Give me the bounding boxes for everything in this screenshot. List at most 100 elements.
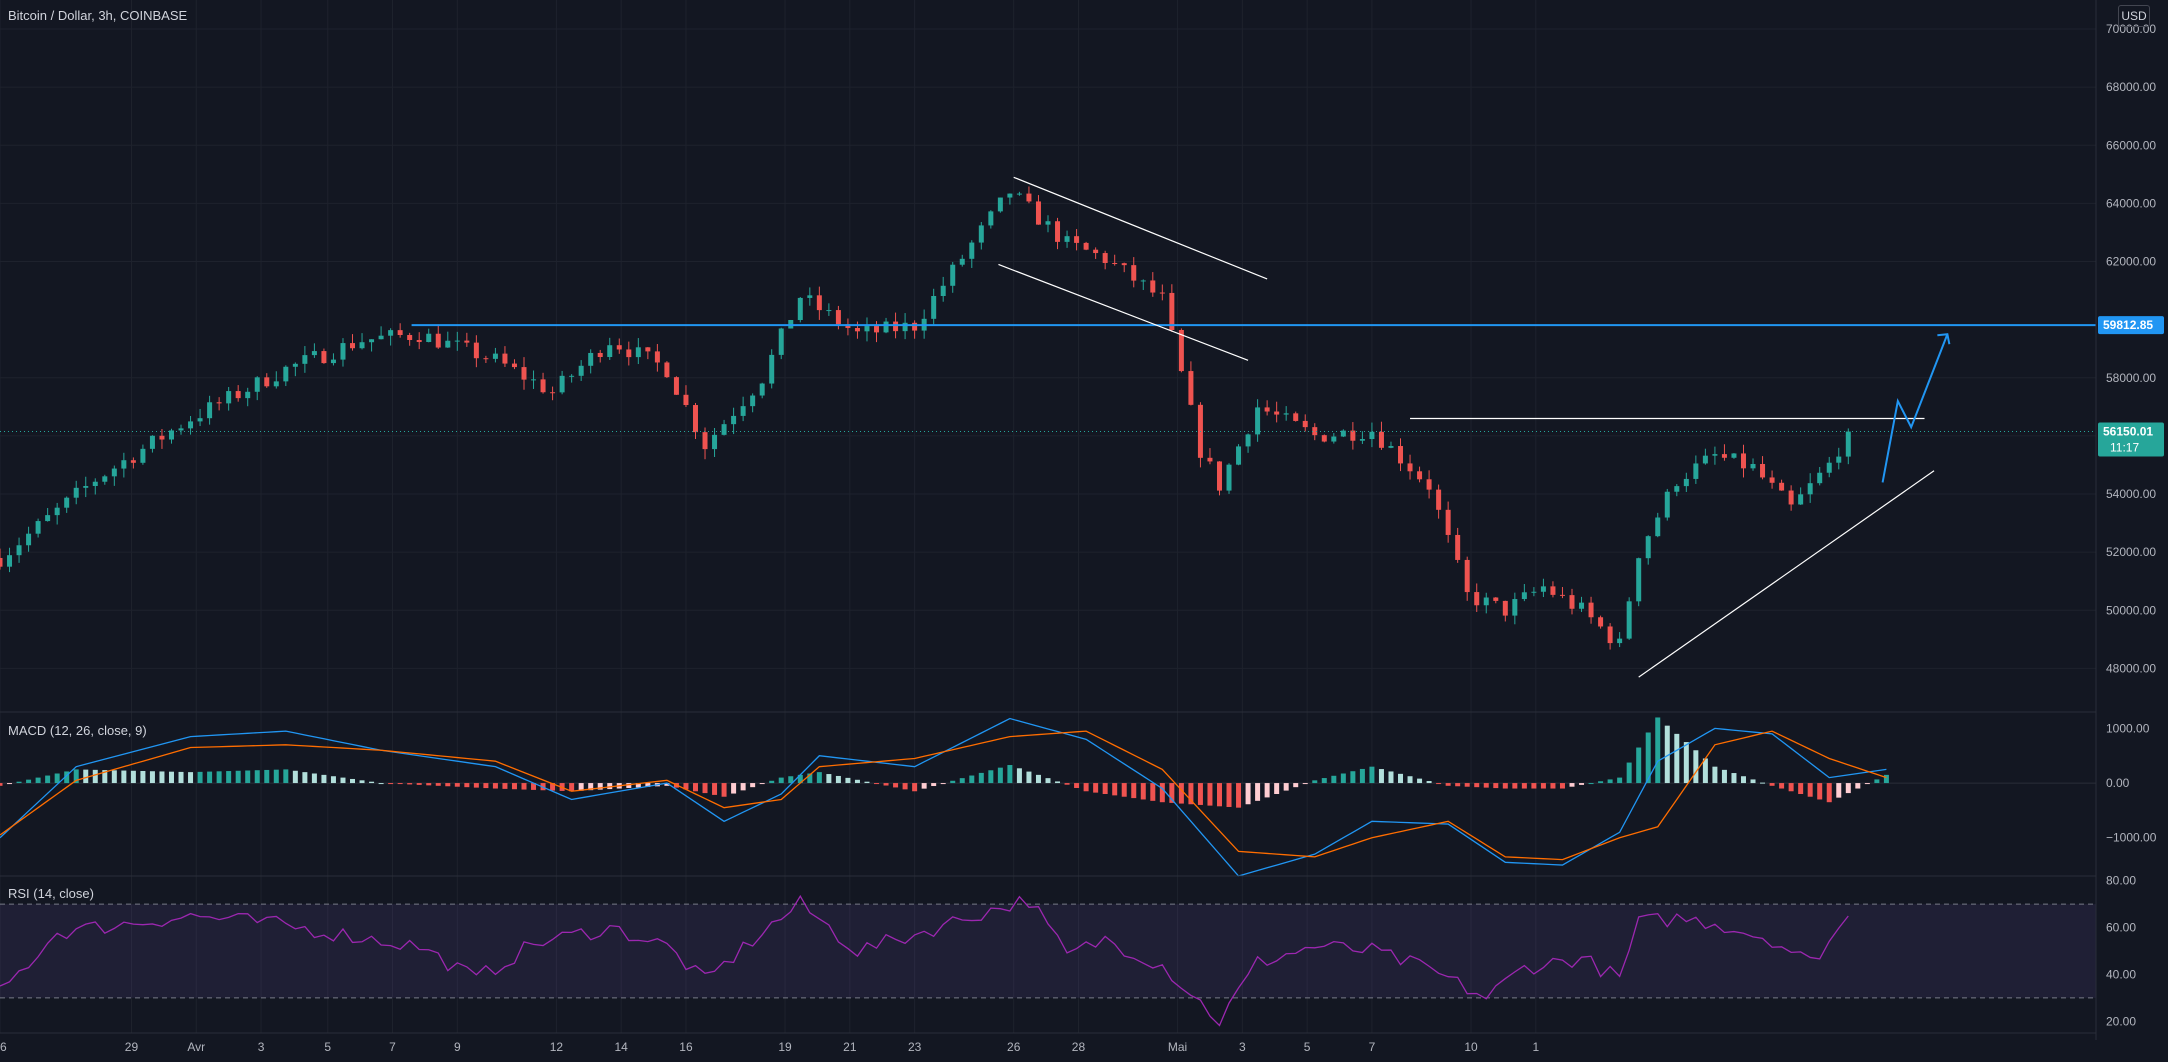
candle-body-9 xyxy=(83,486,89,488)
macd-histogram-bar-149 xyxy=(1417,778,1423,784)
macd-histogram-bar-41 xyxy=(388,783,394,785)
macd-histogram-bar-132 xyxy=(1255,783,1261,801)
candle-body-24 xyxy=(226,391,232,404)
trendline-3[interactable] xyxy=(1638,470,1935,678)
candle-body-183 xyxy=(1740,453,1746,469)
macd-histogram-bar-94 xyxy=(893,783,899,788)
macd-histogram-bar-42 xyxy=(397,783,403,785)
candle-body-51 xyxy=(483,358,489,360)
macd-histogram-bar-140 xyxy=(1331,775,1337,784)
candle-body-101 xyxy=(959,258,965,265)
candle-body-160 xyxy=(1521,592,1527,600)
candle-body-114 xyxy=(1083,242,1089,250)
candle-body-116 xyxy=(1102,253,1108,263)
candle-body-67 xyxy=(635,347,641,358)
macd-histogram-bar-115 xyxy=(1093,783,1099,793)
candle-body-12 xyxy=(111,468,117,477)
candle-countdown-text: 11:17 xyxy=(2110,441,2139,455)
candle-body-74 xyxy=(702,432,708,450)
macd-histogram-bar-14 xyxy=(130,770,136,784)
macd-histogram-bar-157 xyxy=(1493,783,1499,789)
macd-histogram-bar-133 xyxy=(1264,783,1270,798)
macd-histogram-bar-163 xyxy=(1550,783,1556,789)
macd-histogram-bar-146 xyxy=(1388,771,1394,784)
candle-body-113 xyxy=(1074,236,1080,243)
candle-body-147 xyxy=(1398,446,1404,464)
candle-body-28 xyxy=(264,377,270,387)
price-tick-4: 62000.00 xyxy=(2106,255,2156,269)
macd-histogram-bar-89 xyxy=(845,777,851,784)
time-tick-10: 19 xyxy=(778,1040,792,1054)
macd-histogram-bar-111 xyxy=(1055,781,1061,784)
candle-body-137 xyxy=(1302,420,1308,428)
macd-histogram-bar-119 xyxy=(1131,783,1137,799)
macd-histogram-bar-86 xyxy=(816,772,822,784)
macd-histogram-bar-175 xyxy=(1664,725,1670,784)
macd-histogram-bar-129 xyxy=(1226,783,1232,807)
macd-histogram-bar-60 xyxy=(569,783,575,792)
macd-histogram-bar-176 xyxy=(1674,733,1680,784)
time-axis[interactable]: 26 29 Avr 3 5 7 9 12 14 16 19 21 23 26 28 Mai 3 5 7 10 1 xyxy=(0,1040,1539,1054)
macd-histogram-bar-25 xyxy=(235,770,241,784)
currency-button[interactable]: USD xyxy=(2118,5,2150,27)
macd-histogram-bar-4 xyxy=(35,777,41,784)
time-tick-12: 23 xyxy=(908,1040,922,1054)
candle-body-166 xyxy=(1579,602,1585,609)
candle-body-43 xyxy=(407,335,413,341)
macd-histogram-bar-156 xyxy=(1483,783,1489,788)
candle-body-141 xyxy=(1340,430,1346,437)
macd-histogram-bar-109 xyxy=(1035,774,1041,784)
candle-body-153 xyxy=(1455,534,1461,560)
macd-histogram-bar-134 xyxy=(1274,783,1280,794)
rsi-title[interactable]: RSI (14, close) xyxy=(8,886,94,901)
macd-histogram-bar-43 xyxy=(407,783,413,785)
time-tick-14: 28 xyxy=(1072,1040,1086,1054)
rsi-tick-3: 20.00 xyxy=(2106,1014,2136,1028)
macd-histogram-bar-90 xyxy=(854,779,860,784)
candle-body-190 xyxy=(1807,483,1813,495)
candle-body-189 xyxy=(1798,494,1804,505)
macd-histogram-bar-73 xyxy=(692,783,698,792)
candle-body-193 xyxy=(1836,456,1842,463)
symbol-title[interactable]: Bitcoin / Dollar, 3h, COINBASE xyxy=(8,8,188,23)
candle-body-13 xyxy=(121,460,127,469)
candle-body-61 xyxy=(578,365,584,376)
candle-body-16 xyxy=(149,435,155,449)
candle-body-194 xyxy=(1845,431,1851,457)
price-tick-3: 64000.00 xyxy=(2106,196,2156,210)
macd-title[interactable]: MACD (12, 26, close, 9) xyxy=(8,723,147,738)
macd-histogram-bar-178 xyxy=(1693,750,1699,784)
price-tick-9: 50000.00 xyxy=(2106,603,2156,617)
candle-body-85 xyxy=(807,295,813,298)
macd-histogram-bar-151 xyxy=(1436,783,1442,785)
macd-histogram-bar-6 xyxy=(54,773,60,784)
macd-histogram-bar-193 xyxy=(1836,783,1842,798)
macd-histogram-bar-32 xyxy=(302,772,308,784)
macd-histogram-bar-21 xyxy=(197,771,203,784)
trendline-0[interactable] xyxy=(1013,176,1268,280)
candle-body-86 xyxy=(816,295,822,311)
candle-body-98 xyxy=(931,296,937,319)
macd-histogram-bar-139 xyxy=(1321,778,1327,784)
time-tick-20: 1 xyxy=(1532,1040,1539,1054)
macd-histogram-bar-177 xyxy=(1683,742,1689,784)
candle-body-0 xyxy=(0,557,3,567)
macd-histogram-bar-84 xyxy=(797,774,803,784)
projection-path[interactable] xyxy=(1881,333,1949,483)
candle-body-64 xyxy=(607,345,613,357)
candle-body-130 xyxy=(1236,446,1242,465)
candle-body-30 xyxy=(283,366,289,382)
macd-histogram-bar-180 xyxy=(1712,766,1718,784)
macd-histogram-bar-148 xyxy=(1407,776,1413,784)
macd-histogram-bar-131 xyxy=(1245,783,1251,805)
candle-body-135 xyxy=(1283,413,1289,415)
trendline-1[interactable] xyxy=(998,263,1249,361)
candle-body-192 xyxy=(1826,462,1832,473)
macd-histogram-bar-38 xyxy=(359,780,365,784)
candle-body-47 xyxy=(445,340,451,348)
macd-histogram-bar-167 xyxy=(1588,783,1594,785)
macd-histogram-bar-108 xyxy=(1026,771,1032,784)
macd-histogram-bar-158 xyxy=(1502,783,1508,789)
macd-histogram-bar-81 xyxy=(769,780,775,784)
